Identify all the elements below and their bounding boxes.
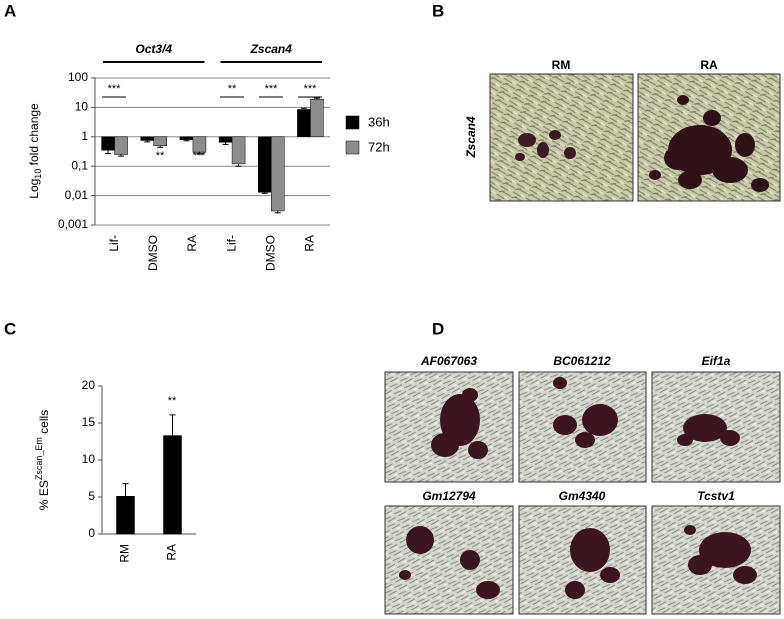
image-label: RA	[700, 58, 718, 72]
bar	[140, 136, 154, 141]
stain	[515, 130, 576, 161]
y-axis-label-part: Log	[27, 179, 41, 199]
legend-label: 72h	[368, 139, 390, 154]
image-label: Gm4340	[559, 489, 606, 503]
y-tick-label: 10	[82, 452, 96, 466]
image-panel-b: RM RA Zscan4	[464, 58, 781, 202]
group-label: Oct3/4	[135, 42, 172, 56]
bar	[101, 136, 115, 151]
y-axis-label: Log10 fold change	[27, 103, 43, 199]
y-axis-label-part: Zscan_Em	[34, 437, 44, 480]
x-tick-label: Lif-	[224, 235, 238, 252]
stain	[649, 95, 769, 192]
legend-label: 36h	[368, 114, 390, 129]
bar	[231, 136, 246, 165]
y-tick-label: 5	[88, 489, 95, 503]
x-tick-label: RA	[185, 235, 199, 252]
bar	[297, 109, 311, 138]
bar	[179, 136, 194, 140]
image-panel-d: AF067063 BC061212 Eif1a Gm12794 Gm4340 T…	[384, 354, 781, 615]
legend-swatch	[345, 115, 360, 130]
image-label: BC061212	[553, 354, 611, 368]
y-tick-label: 10	[75, 100, 89, 114]
bar	[163, 435, 182, 535]
bar	[153, 136, 167, 146]
y-tick-label: 0,1	[71, 158, 88, 172]
x-tick-label: RA	[165, 544, 179, 561]
x-tick-label: Lif-	[107, 235, 121, 252]
y-tick-label: 15	[82, 415, 96, 429]
y-tick-label: 1	[81, 129, 88, 143]
significance: **	[156, 150, 165, 162]
significance: ***	[108, 83, 122, 95]
y-tick-label: 100	[68, 70, 88, 84]
x-tick-label: DMSO	[263, 235, 277, 271]
panel-label: C	[4, 319, 16, 338]
image-label: AF067063	[420, 354, 477, 368]
micrograph	[489, 73, 634, 202]
y-axis-label-part: fold change	[27, 103, 41, 169]
x-tick-label: RA	[303, 235, 317, 252]
y-tick-label: 20	[82, 378, 96, 392]
group-label: Zscan4	[250, 42, 293, 56]
y-axis-label: % ESZscan_Em cells	[34, 410, 51, 510]
significance: ***	[265, 83, 279, 95]
legend-swatch	[345, 140, 360, 155]
significance: **	[228, 83, 237, 95]
image-label: Tcstv1	[697, 489, 735, 503]
y-tick-label: 0	[88, 526, 95, 540]
image-label: Gm12794	[422, 489, 476, 503]
bar	[258, 136, 272, 193]
bar	[116, 496, 135, 535]
y-axis-label-part: 10	[33, 169, 43, 179]
significance: ***	[193, 150, 207, 162]
y-axis-label-part: cells	[37, 410, 51, 437]
image-label: RM	[552, 58, 571, 72]
y-axis-label-part: % ES	[37, 480, 51, 510]
panel-label: B	[432, 1, 444, 20]
bar	[218, 136, 233, 143]
panel-label: D	[432, 319, 444, 338]
y-tick-label: 0,01	[65, 188, 89, 202]
image-row-label: Zscan4	[464, 116, 478, 159]
bar	[114, 136, 128, 155]
micrograph	[518, 371, 647, 483]
bar	[271, 136, 285, 212]
significance: ***	[304, 83, 318, 95]
stain	[399, 377, 757, 599]
y-tick-label: 0,001	[58, 217, 88, 231]
x-tick-label: DMSO	[146, 235, 160, 271]
image-label: Eif1a	[702, 354, 731, 368]
panel-label: A	[4, 1, 16, 20]
x-tick-label: RM	[118, 544, 132, 563]
significance: **	[168, 395, 177, 407]
bar	[310, 98, 324, 138]
